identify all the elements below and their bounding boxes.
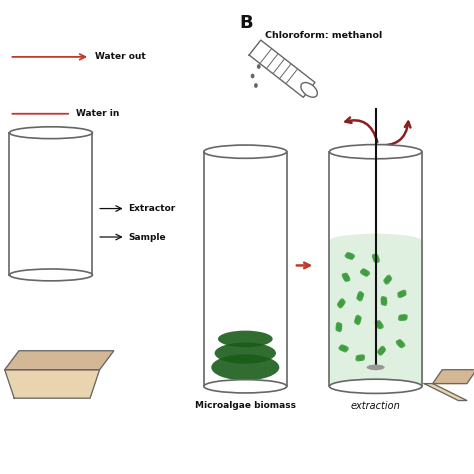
Ellipse shape (396, 340, 405, 347)
Text: Chloroform: methanol: Chloroform: methanol (265, 31, 383, 40)
Ellipse shape (204, 145, 287, 158)
Ellipse shape (218, 331, 273, 347)
Ellipse shape (383, 276, 392, 283)
Ellipse shape (345, 253, 355, 259)
Ellipse shape (251, 73, 255, 78)
Ellipse shape (342, 273, 350, 282)
Polygon shape (249, 40, 315, 97)
Ellipse shape (373, 254, 379, 263)
Ellipse shape (9, 269, 92, 281)
Ellipse shape (367, 365, 384, 370)
Ellipse shape (336, 322, 342, 332)
Ellipse shape (357, 291, 364, 301)
Polygon shape (424, 383, 467, 401)
Polygon shape (329, 241, 422, 386)
Ellipse shape (211, 355, 279, 380)
Ellipse shape (204, 380, 287, 393)
Ellipse shape (376, 320, 382, 329)
Ellipse shape (301, 82, 318, 97)
Ellipse shape (329, 379, 422, 393)
Polygon shape (433, 370, 474, 383)
Ellipse shape (360, 269, 370, 276)
Ellipse shape (398, 314, 408, 321)
Ellipse shape (257, 64, 261, 69)
Ellipse shape (381, 296, 387, 306)
Text: Sample: Sample (128, 233, 165, 241)
Ellipse shape (381, 297, 387, 305)
Ellipse shape (356, 354, 365, 362)
Text: Water out: Water out (95, 53, 146, 61)
Ellipse shape (397, 291, 407, 297)
Ellipse shape (254, 83, 258, 88)
Ellipse shape (356, 292, 364, 300)
Text: B: B (240, 14, 253, 32)
Ellipse shape (362, 268, 368, 277)
Ellipse shape (377, 347, 386, 354)
Ellipse shape (343, 273, 349, 282)
Ellipse shape (9, 127, 92, 139)
Ellipse shape (215, 342, 276, 364)
Ellipse shape (372, 254, 380, 263)
Ellipse shape (356, 355, 365, 361)
Ellipse shape (340, 344, 347, 353)
Ellipse shape (378, 346, 385, 356)
Polygon shape (204, 152, 287, 386)
Polygon shape (5, 351, 114, 370)
Ellipse shape (329, 234, 422, 248)
Ellipse shape (374, 321, 384, 328)
Ellipse shape (338, 298, 345, 309)
Text: Microalgae biomass: Microalgae biomass (195, 401, 296, 410)
Text: extraction: extraction (351, 401, 401, 410)
Ellipse shape (398, 290, 406, 298)
Ellipse shape (398, 314, 408, 321)
Ellipse shape (337, 300, 346, 307)
Ellipse shape (329, 145, 422, 159)
Polygon shape (329, 152, 422, 386)
Ellipse shape (354, 316, 362, 324)
Text: Extractor: Extractor (128, 204, 175, 213)
Ellipse shape (338, 345, 349, 352)
Ellipse shape (384, 275, 391, 284)
Ellipse shape (398, 339, 403, 348)
Ellipse shape (355, 315, 361, 325)
Ellipse shape (346, 252, 354, 260)
Polygon shape (5, 370, 100, 398)
Ellipse shape (336, 323, 342, 331)
Text: Water in: Water in (76, 109, 119, 118)
